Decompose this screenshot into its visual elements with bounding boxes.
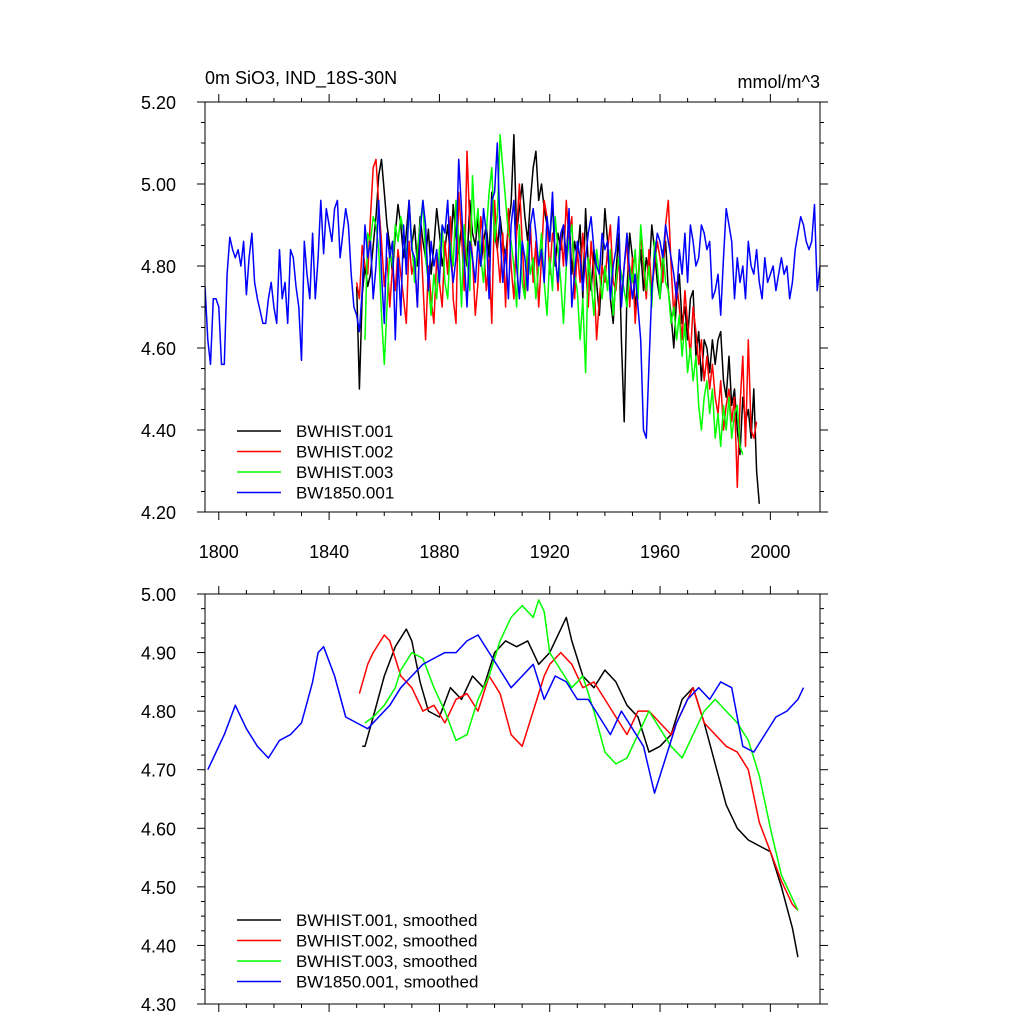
x-tick-label: 2000 — [750, 542, 790, 562]
series-line-bwhist-002-smoothed — [358, 634, 799, 911]
y-tick-label: 4.50 — [141, 878, 176, 898]
x-tick-label: 1840 — [309, 542, 349, 562]
legend-label: BWHIST.003, smoothed — [296, 952, 477, 971]
legend-label: BWHIST.001, smoothed — [296, 911, 477, 930]
x-tick-label: 1800 — [199, 542, 239, 562]
series-line-bwhist-001 — [355, 134, 761, 504]
legend-label: BW1850.001 — [296, 484, 394, 503]
y-tick-label: 4.60 — [141, 819, 176, 839]
top-panel: 0m SiO3, IND_18S-30N mmol/m^3 1800 1840 18… — [141, 68, 828, 562]
y-tick-label: 5.00 — [141, 175, 176, 195]
top-plot-area: 1800 1840 1880 1920 1960 2000 4.20 4.40 4.60 4.80… — [141, 93, 828, 562]
y-tick-label: 4.80 — [141, 702, 176, 722]
legend-label: BWHIST.001 — [296, 422, 393, 441]
series-line-bwhist-001-smoothed — [362, 616, 799, 958]
legend-label: BWHIST.002, smoothed — [296, 932, 477, 951]
y-tick-label: 4.80 — [141, 257, 176, 277]
y-tick-label: 5.20 — [141, 93, 176, 113]
y-tick-label: 4.40 — [141, 421, 176, 441]
series-line-bwhist-003 — [364, 134, 744, 455]
x-tick-label: 1920 — [530, 542, 570, 562]
legend-label: BWHIST.002 — [296, 443, 393, 462]
series-line-bw1850-001 — [205, 142, 820, 439]
bottom-plot-area: 4.30 4.40 4.50 4.60 4.70 4.80 4.90 5.00 BWHIST.0… — [141, 585, 828, 1015]
y-tick-label: 4.90 — [141, 644, 176, 664]
x-tick-label: 1960 — [640, 542, 680, 562]
y-tick-label: 4.60 — [141, 339, 176, 359]
y-tick-label: 4.70 — [141, 761, 176, 781]
legend-label: BWHIST.003 — [296, 463, 393, 482]
y-tick-label: 4.30 — [141, 995, 176, 1015]
bottom-panel: 4.30 4.40 4.50 4.60 4.70 4.80 4.90 5.00 BWHIST.0… — [141, 585, 828, 1015]
y-tick-label: 4.20 — [141, 503, 176, 523]
legend: BWHIST.001, smoothed BWHIST.002, smoothed… — [237, 911, 478, 992]
series-line-bw1850-001-smoothed — [207, 634, 805, 794]
series-line-bwhist-003-smoothed — [364, 599, 799, 911]
top-panel-title: 0m SiO3, IND_18S-30N — [205, 68, 397, 89]
y-tick-label: 4.40 — [141, 936, 176, 956]
series-line-bwhist-002 — [355, 150, 758, 489]
y-tick-label: 5.00 — [141, 585, 176, 605]
legend-label: BW1850.001, smoothed — [296, 973, 478, 992]
top-panel-units: mmol/m^3 — [738, 72, 820, 92]
x-tick-label: 1880 — [419, 542, 459, 562]
